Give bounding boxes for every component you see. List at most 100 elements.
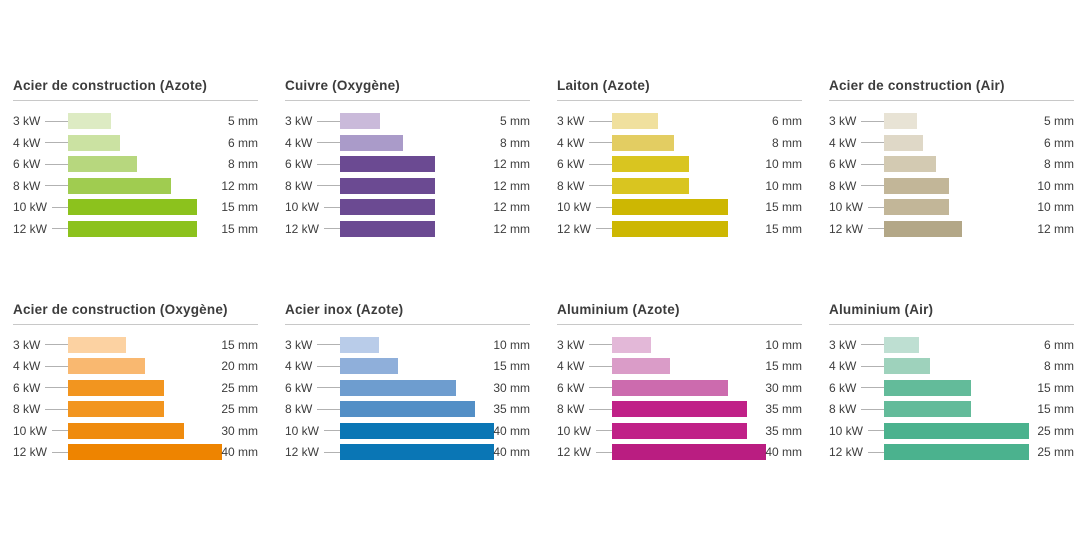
- material-bar-chart: Acier de construction (Air) 3 kW 5 mm 4 …: [829, 79, 1074, 237]
- power-label: 12 kW: [557, 221, 592, 236]
- leader-line: [45, 387, 68, 388]
- thickness-value-label: 30 mm: [493, 380, 530, 395]
- thickness-value-label: 35 mm: [493, 402, 530, 416]
- chart-title: Aluminium (Azote): [557, 302, 802, 325]
- power-label: 3 kW: [557, 337, 585, 352]
- power-label: 10 kW: [829, 200, 864, 214]
- bar-row-left: 10 kW: [557, 200, 612, 214]
- leader-line: [317, 387, 340, 388]
- bar-row-left: 12 kW: [13, 222, 68, 236]
- power-label: 8 kW: [285, 178, 313, 193]
- leader-line: [324, 228, 340, 229]
- leader-line: [596, 451, 612, 453]
- power-label: 3 kW: [285, 114, 313, 128]
- bar-row: 3 kW 5 mm: [285, 113, 530, 129]
- power-label: 12 kW: [285, 221, 320, 236]
- bar-row: 3 kW 6 mm: [829, 336, 1074, 353]
- bar-row: 4 kW 6 mm: [829, 134, 1074, 151]
- thickness-bar: [68, 177, 172, 194]
- power-label: 6 kW: [557, 157, 585, 171]
- bars-area: 3 kW 10 mm 4 kW 15 mm 6 kW 30 mm 8 kW 35…: [557, 336, 802, 460]
- power-label: 12 kW: [829, 221, 864, 236]
- thickness-value-label: 25 mm: [1037, 445, 1074, 459]
- bar-row-left: 6 kW: [829, 157, 884, 171]
- leader-line: [596, 228, 612, 229]
- leader-line: [324, 451, 340, 453]
- thickness-value-label: 10 mm: [493, 337, 530, 352]
- power-label: 4 kW: [829, 135, 857, 150]
- thickness-value-label: 6 mm: [1044, 337, 1074, 352]
- thickness-bar: [68, 199, 197, 215]
- thickness-bar: [884, 422, 1029, 439]
- thickness-value-label: 25 mm: [1037, 423, 1074, 438]
- chart-title: Aluminium (Air): [829, 302, 1074, 325]
- power-label: 4 kW: [557, 359, 585, 373]
- bar-row-left: 6 kW: [13, 157, 68, 171]
- bar-row: 6 kW 10 mm: [557, 156, 802, 172]
- leader-line: [589, 142, 612, 143]
- leader-line: [45, 344, 68, 345]
- bar-row: 6 kW 30 mm: [557, 379, 802, 396]
- thickness-bar: [884, 134, 923, 151]
- bar-row: 3 kW 10 mm: [285, 336, 530, 353]
- thickness-value-label: 15 mm: [221, 221, 258, 236]
- chart-title: Laiton (Azote): [557, 79, 802, 101]
- material-bar-chart: Laiton (Azote) 3 kW 6 mm 4 kW 8 mm 6 kW …: [557, 79, 802, 237]
- bar-row: 12 kW 40 mm: [13, 444, 258, 460]
- bar-row-left: 8 kW: [285, 402, 340, 416]
- bar-row-left: 6 kW: [557, 381, 612, 395]
- thickness-value-label: 15 mm: [221, 337, 258, 352]
- thickness-bar: [340, 379, 456, 396]
- bar-row: 4 kW 20 mm: [13, 358, 258, 374]
- thickness-bar: [884, 113, 917, 129]
- bar-row-left: 4 kW: [829, 359, 884, 373]
- leader-line: [317, 142, 340, 143]
- bar-row-left: 12 kW: [557, 445, 612, 459]
- bar-row: 10 kW 12 mm: [285, 199, 530, 215]
- thickness-value-label: 12 mm: [493, 157, 530, 171]
- bar-row-left: 6 kW: [285, 381, 340, 395]
- bar-row: 6 kW 8 mm: [829, 156, 1074, 172]
- thickness-bar: [68, 422, 184, 439]
- thickness-value-label: 15 mm: [765, 221, 802, 236]
- power-label: 10 kW: [13, 200, 48, 214]
- power-label: 3 kW: [13, 337, 41, 352]
- power-label: 8 kW: [285, 402, 313, 416]
- leader-line: [861, 387, 884, 388]
- thickness-value-label: 10 mm: [1037, 178, 1074, 193]
- power-label: 10 kW: [285, 200, 320, 214]
- leader-line: [45, 185, 68, 186]
- leader-line: [589, 185, 612, 186]
- thickness-bar: [340, 134, 404, 151]
- charts-grid: Acier de construction (Azote) 3 kW 5 mm …: [13, 79, 1074, 460]
- bar-row-left: 8 kW: [829, 179, 884, 193]
- power-label: 6 kW: [829, 380, 857, 395]
- bar-row: 10 kW 30 mm: [13, 422, 258, 439]
- leader-line: [52, 451, 68, 453]
- leader-line: [52, 206, 68, 208]
- leader-line: [45, 120, 68, 122]
- bar-row: 4 kW 8 mm: [829, 358, 1074, 374]
- thickness-bar: [68, 113, 111, 129]
- bar-row-left: 10 kW: [829, 424, 884, 438]
- leader-line: [45, 142, 68, 143]
- chart-title: Acier inox (Azote): [285, 302, 530, 325]
- thickness-value-label: 10 mm: [765, 178, 802, 193]
- bar-row-left: 6 kW: [13, 381, 68, 395]
- thickness-value-label: 15 mm: [765, 359, 802, 373]
- leader-line: [324, 206, 340, 208]
- thickness-bar: [340, 401, 475, 417]
- bar-row: 8 kW 12 mm: [285, 177, 530, 194]
- bar-row: 10 kW 25 mm: [829, 422, 1074, 439]
- material-bar-chart: Aluminium (Air) 3 kW 6 mm 4 kW 8 mm 6 kW…: [829, 302, 1074, 460]
- bar-row-left: 12 kW: [829, 222, 884, 236]
- bar-row-left: 3 kW: [557, 338, 612, 352]
- thickness-value-label: 35 mm: [765, 402, 802, 416]
- leader-line: [45, 163, 68, 165]
- leader-line: [861, 365, 884, 367]
- bar-row-left: 12 kW: [285, 445, 340, 459]
- bar-row-left: 8 kW: [13, 402, 68, 416]
- leader-line: [317, 344, 340, 345]
- power-label: 4 kW: [829, 359, 857, 373]
- leader-line: [317, 163, 340, 165]
